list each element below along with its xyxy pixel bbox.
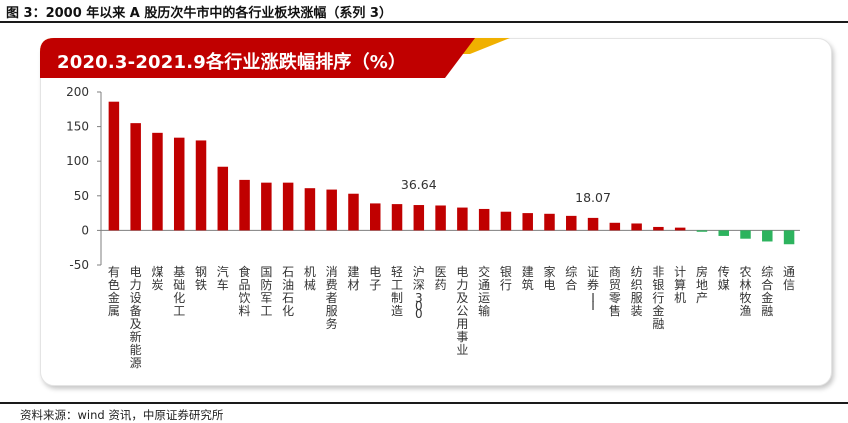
bar bbox=[152, 132, 163, 231]
bottom-rule bbox=[0, 402, 848, 404]
bar bbox=[674, 227, 686, 231]
bar bbox=[740, 230, 751, 239]
bar bbox=[762, 230, 773, 242]
top-rule bbox=[0, 21, 848, 23]
y-tick-label: 200 bbox=[66, 85, 89, 99]
x-tick-label: 纺织服装 bbox=[631, 265, 643, 318]
x-tick-label: 传媒 bbox=[718, 264, 730, 292]
bar bbox=[304, 188, 316, 231]
bar bbox=[653, 226, 664, 231]
bar bbox=[239, 179, 250, 231]
bar bbox=[195, 140, 207, 231]
x-tick-label: 房地产 bbox=[696, 264, 708, 305]
bar bbox=[413, 205, 425, 231]
x-tick-label: 通信 bbox=[783, 265, 795, 292]
bar bbox=[173, 137, 185, 231]
x-tick-label: 银行 bbox=[500, 265, 512, 292]
bar bbox=[631, 223, 642, 231]
chart-title: 2020.3-2021.9各行业涨跌幅排序（%） bbox=[57, 52, 407, 73]
x-tick-label: 汽车 bbox=[217, 264, 229, 292]
x-tick-label: 轻工制造 bbox=[391, 265, 403, 318]
bar bbox=[718, 230, 729, 236]
bar bbox=[370, 203, 381, 231]
x-tick-label: 证券 I I bbox=[587, 265, 599, 313]
data-label: 36.64 bbox=[401, 177, 437, 192]
bar bbox=[435, 205, 446, 231]
x-tick-label: 机械 bbox=[304, 265, 316, 292]
bar bbox=[544, 213, 555, 231]
bar bbox=[348, 193, 359, 231]
y-tick-label: 100 bbox=[66, 154, 89, 168]
x-tick-label: 医药 bbox=[435, 265, 447, 292]
x-tick-label: 农林牧渔 bbox=[740, 265, 752, 318]
x-tick-label: 计算机 bbox=[674, 265, 686, 305]
bar bbox=[130, 123, 141, 231]
x-tick-label: 有色金属 bbox=[108, 265, 120, 318]
figure-caption: 图 3：2000 年以来 A 股历次牛市中的各行业板块涨幅（系列 3） bbox=[6, 6, 392, 21]
x-tick-label: 石油石化 bbox=[282, 265, 294, 318]
bar bbox=[108, 101, 120, 231]
bar bbox=[478, 208, 490, 231]
x-tick-label: 食品饮料 bbox=[239, 264, 251, 318]
x-tick-label: 综合金融 bbox=[761, 265, 773, 318]
bar bbox=[566, 215, 577, 231]
y-tick-label: 50 bbox=[74, 189, 89, 203]
x-tick-label: 非银行金融 bbox=[652, 265, 664, 331]
banner-shape bbox=[40, 38, 475, 78]
x-tick-label: 沪深 3 0 0 bbox=[413, 265, 425, 321]
bar bbox=[261, 182, 272, 231]
y-tick-label: 0 bbox=[81, 223, 89, 237]
x-tick-label: 建筑 bbox=[522, 265, 534, 292]
x-tick-label: 建材 bbox=[347, 265, 359, 292]
title-banner bbox=[40, 38, 510, 78]
x-tick-label: 电力设备及新能源 bbox=[130, 265, 142, 370]
x-tick-label: 电力及公用事业 bbox=[456, 265, 468, 357]
x-tick-label: 钢铁 bbox=[195, 265, 207, 292]
bar bbox=[609, 222, 621, 231]
bar bbox=[457, 207, 468, 231]
bar bbox=[587, 217, 599, 231]
axis-layer: -50 0 50 100 150 200 bbox=[66, 85, 800, 272]
y-tick-label: -50 bbox=[69, 258, 89, 272]
x-tick-label: 商贸零售 bbox=[609, 264, 621, 318]
bar bbox=[522, 213, 533, 231]
bar bbox=[282, 182, 294, 231]
bar-layer bbox=[108, 101, 795, 245]
y-tick-label: 150 bbox=[66, 120, 89, 134]
x-tick-label: 综合 bbox=[565, 265, 577, 292]
data-label: 18.07 bbox=[575, 190, 611, 205]
bar bbox=[326, 189, 337, 231]
label-layer: 有色金属电力设备及新能源煤炭基础化工钢铁汽车食品饮料国防军工石油石化机械消费者服… bbox=[108, 177, 795, 370]
x-tick-label: 交通运输 bbox=[478, 264, 490, 318]
bar bbox=[696, 230, 708, 232]
bar bbox=[217, 166, 229, 231]
source-note: 资料来源：wind 资讯，中原证券研究所 bbox=[20, 408, 224, 422]
x-tick-label: 电子 bbox=[369, 265, 381, 292]
x-tick-label: 煤炭 bbox=[151, 265, 163, 292]
x-tick-label: 家电 bbox=[543, 264, 555, 292]
bar bbox=[783, 230, 795, 245]
x-tick-label: 基础化工 bbox=[173, 265, 185, 318]
bar bbox=[391, 204, 403, 231]
x-tick-label: 国防军工 bbox=[260, 265, 272, 318]
x-tick-label: 消费者服务 bbox=[326, 265, 338, 331]
bar bbox=[500, 211, 512, 231]
